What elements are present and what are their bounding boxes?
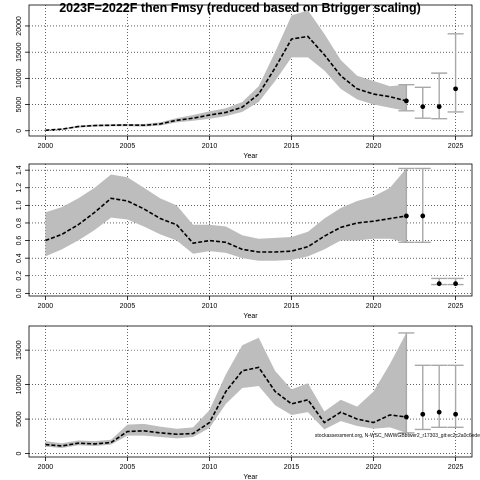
plot-frame [28,325,473,458]
x-tick-label: 2025 [448,303,464,310]
forecast-point [453,86,458,92]
x-tick-label: 2025 [448,464,464,471]
estimate-line [45,197,407,253]
x-tick-label: 2010 [202,464,218,471]
forecast-point [420,411,426,417]
x-tick-label: 2015 [284,464,300,471]
estimate-line [45,35,407,132]
y-tick-label: 0.8 [16,218,23,228]
forecast-interval [414,167,431,244]
forecast-interval [398,167,415,244]
x-tick-label: 2000 [38,303,54,310]
y-tick-label: 15000 [16,42,23,62]
y-tick-label: 10000 [16,375,23,395]
forecast-interval [431,72,448,120]
y-tick-label: 0.6 [16,236,23,246]
forecast-point [403,98,409,104]
y-tick-label: 0 [16,452,23,456]
x-tick-label: 2000 [38,143,54,150]
x-tick-label: 2020 [366,303,382,310]
forecast-point [436,104,442,110]
y-tick-label: 5000 [16,411,23,427]
forecast-interval [414,86,431,119]
estimate-line [45,366,407,447]
y-tick-label: 15000 [16,340,23,360]
y-tick-label: 1.0 [16,200,23,210]
x-tick-label: 2025 [448,143,464,150]
forecast-point [436,409,442,415]
panel-3: 2000 2005 2010 2015 2020 2025 0 5000 10000 15000 Y… [16,325,473,480]
plot-frame [28,163,473,297]
forecast-point [420,104,426,110]
panel-1: 2000 2005 2010 2015 2020 2025 0 5000 10000 15000 2… [16,4,473,160]
forecast-point [436,281,442,287]
y-tick-label: 0.2 [16,271,23,281]
x-tick-label: 2005 [120,464,136,471]
x-axis-label: Year [243,153,258,160]
forecast-interval [414,364,431,431]
x-tick-label: 2020 [366,143,382,150]
y-tick-label: 10000 [16,69,23,89]
x-tick-label: 2005 [120,143,136,150]
credit-text: stockassessment.org, N-WSC_NWWGBbtwer2_r… [315,433,480,439]
forecast-point [453,281,458,287]
x-tick-label: 2015 [284,143,300,150]
forecast-interval [431,364,448,429]
y-tick-label: 1.2 [16,183,23,193]
confidence-band [45,10,407,131]
x-tick-label: 2005 [120,303,136,310]
forecast-interval [447,33,464,113]
forecast-point [453,411,458,417]
x-axis-label: Year [243,313,258,320]
panel-2: 2000 2005 2010 2015 2020 2025 0.0 0.2 0.4 0.6 0.8 1… [16,163,473,320]
forecast-interval [398,83,415,112]
x-tick-label: 2020 [366,464,382,471]
forecast-point [403,213,409,219]
x-axis-label: Year [243,474,258,480]
x-tick-label: 2010 [202,143,218,150]
y-tick-label: 0 [16,129,23,133]
y-tick-label: 0.4 [16,253,23,263]
plot-frame [28,4,473,137]
confidence-band [45,168,407,261]
y-tick-label: 5000 [16,97,23,113]
forecast-point [420,213,426,219]
chart-title: 2023F=2022F then Fmsy (reduced based on … [59,1,421,15]
x-tick-label: 2015 [284,303,300,310]
forecast-interval [447,364,464,429]
y-tick-label: 1.4 [16,165,23,175]
x-tick-label: 2010 [202,303,218,310]
forecast-point [403,414,409,420]
y-tick-label: 20000 [16,16,23,36]
y-tick-label: 0.0 [16,288,23,298]
x-tick-label: 2000 [38,464,54,471]
